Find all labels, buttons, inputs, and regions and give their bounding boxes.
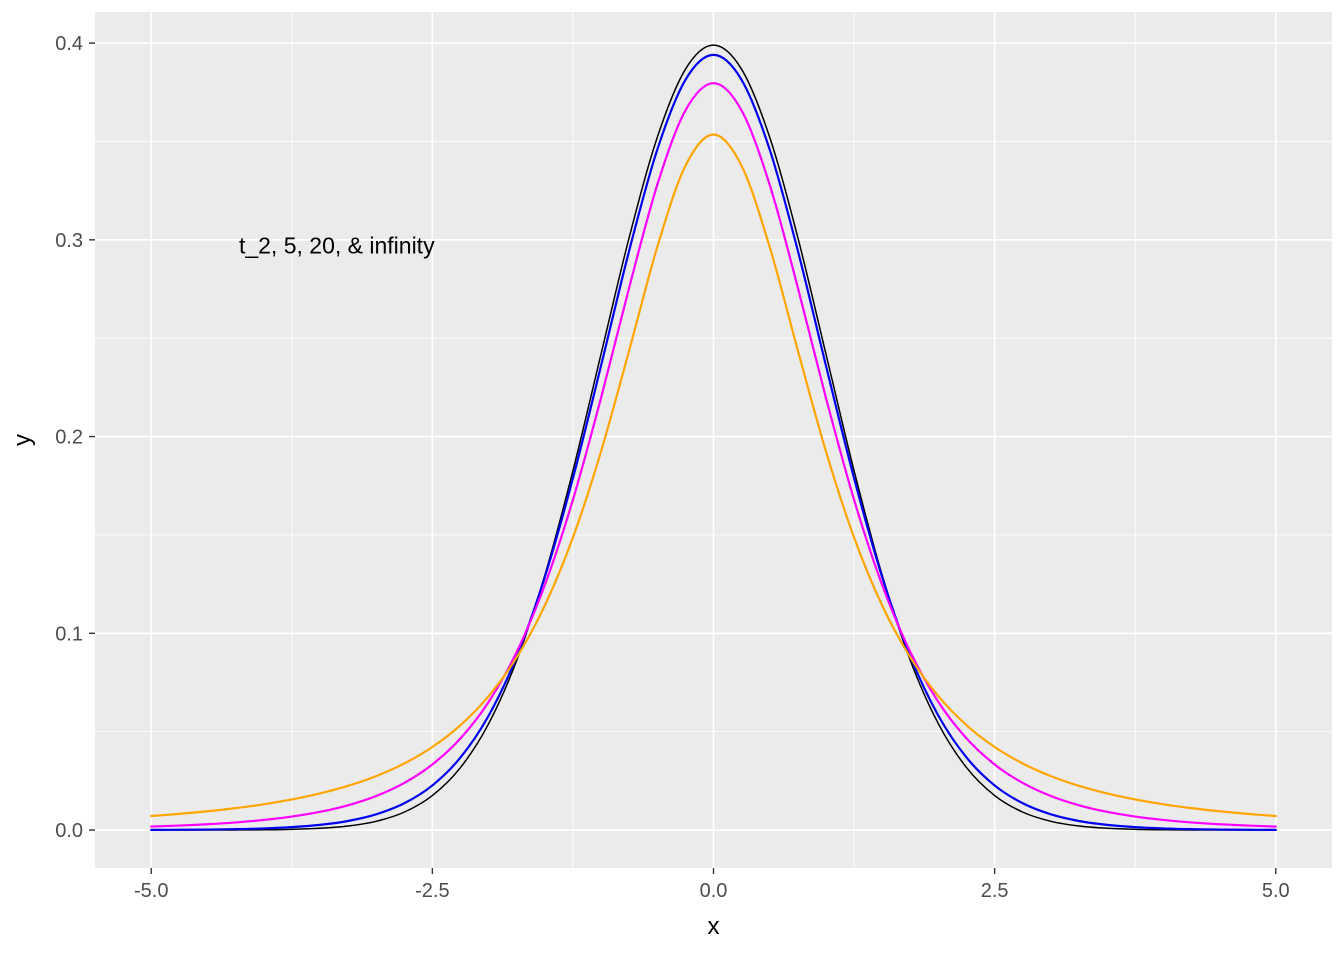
x-axis-title: x [708,913,720,940]
curve-t-5 [150,82,1277,828]
curve-t-20 [150,53,1277,831]
y-axis-title: y [9,434,36,446]
x-tick-label: -2.5 [415,880,449,902]
y-tick-label: 0.3 [55,230,83,252]
x-tick-label: -5.0 [134,880,168,902]
x-tick-label: 5.0 [1262,880,1290,902]
y-tick-label: 0.1 [55,623,83,645]
y-tick-label: 0.4 [55,33,83,55]
curve-t-infinity [150,44,1277,831]
curve-t-2 [150,133,1277,818]
x-tick-label: 2.5 [981,880,1009,902]
annotation-text: t_2, 5, 20, & infinity [239,233,435,259]
plot-panel: -5.0 -2.5 0.0 2.5 5.0 0.0 0.1 0.2 0.3 0.4 [55,12,1332,902]
y-tick-label: 0.0 [55,820,83,842]
y-tick-label: 0.2 [55,427,83,449]
x-tick-label: 0.0 [700,880,728,902]
